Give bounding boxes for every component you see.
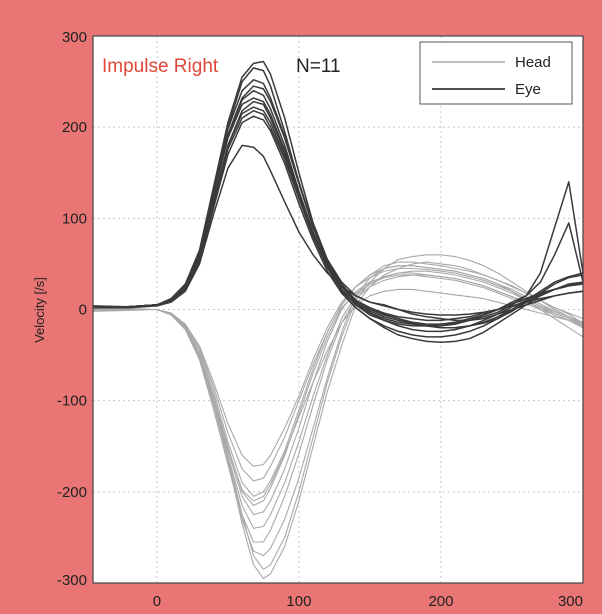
legend-eye-label: Eye <box>515 81 541 98</box>
eye-series-line <box>93 79 584 333</box>
eye-series-line <box>93 144 584 316</box>
y-tick-label: 300 <box>62 29 87 46</box>
y-tick-label: 100 <box>62 210 87 227</box>
y-tick-label: -300 <box>57 572 87 589</box>
y-tick-label: 0 <box>79 302 87 319</box>
legend: Head Eye <box>419 41 573 105</box>
chart-annotation-title: Impulse Right <box>102 56 219 77</box>
y-tick-label: -100 <box>57 393 87 410</box>
y-axis-label: Velocity [/s] <box>32 277 47 343</box>
head-series-line <box>93 288 584 502</box>
head-series-line <box>92 274 584 543</box>
legend-box <box>419 41 573 105</box>
sample-count-label: N=11 <box>296 56 341 77</box>
legend-head-label: Head <box>515 54 551 71</box>
x-tick-label: 100 <box>286 593 311 610</box>
plot-border <box>92 35 584 584</box>
y-tick-label: 200 <box>62 119 87 136</box>
y-tick-label: -200 <box>57 484 87 501</box>
tick-labels: 0 100 200 300 300 200 100 0 -100 -200 -300 <box>57 29 583 610</box>
x-tick-label: 0 <box>153 593 161 610</box>
series-lines <box>92 60 584 579</box>
x-tick-label: 300 <box>558 593 583 610</box>
eye-series-line <box>93 100 584 338</box>
x-tick-label: 200 <box>428 593 453 610</box>
